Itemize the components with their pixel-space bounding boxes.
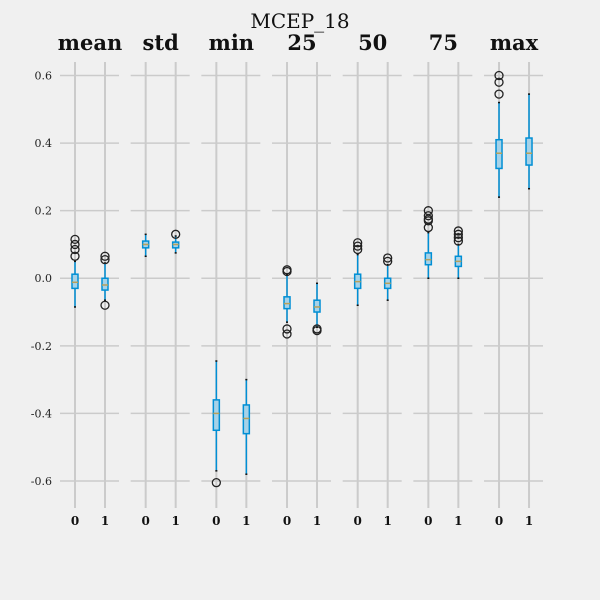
panel-title: max xyxy=(490,30,539,55)
x-tick-label: 1 xyxy=(384,514,392,528)
grid-lines xyxy=(60,62,544,508)
box xyxy=(242,404,251,435)
x-tick-label: 1 xyxy=(101,514,109,528)
outlier-point xyxy=(494,70,504,81)
box xyxy=(525,137,533,166)
outlier-point xyxy=(383,256,393,266)
outlier-point xyxy=(100,255,110,265)
y-tick-label: 0.2 xyxy=(35,205,53,218)
outlier-point xyxy=(70,239,80,250)
outlier-point xyxy=(70,234,80,245)
x-tick-label: 0 xyxy=(354,514,362,528)
box xyxy=(424,252,433,266)
outlier-point xyxy=(312,324,322,334)
y-tick-label: -0.4 xyxy=(31,407,52,420)
y-tick-label: 0.6 xyxy=(35,70,53,83)
outlier-point xyxy=(494,77,504,87)
panels: mean 0 1 std 0 1 min 0 1 25 0 1 50 0 1 75 0 1 max 0 1 xyxy=(58,30,539,528)
y-tick-label: 0.0 xyxy=(35,272,53,285)
outlier-point xyxy=(353,241,363,251)
box xyxy=(313,299,321,313)
outlier-point xyxy=(423,211,434,221)
x-tick-label: 0 xyxy=(212,514,220,528)
x-tick-label: 0 xyxy=(283,514,291,528)
x-tick-label: 0 xyxy=(424,514,432,528)
outlier-point xyxy=(453,226,464,236)
figure-title: MCEP_18 xyxy=(250,9,349,33)
outlier-point xyxy=(453,229,464,239)
outlier-point xyxy=(353,238,363,248)
panel-title: 25 xyxy=(287,30,316,55)
outlier-point xyxy=(70,244,80,255)
x-tick-label: 1 xyxy=(242,514,250,528)
box xyxy=(283,296,291,310)
y-tick-label: -0.6 xyxy=(31,475,52,488)
outlier-point xyxy=(353,244,363,255)
panel-title: 50 xyxy=(358,30,387,55)
y-axis: 0.6 0.4 0.2 0.0 -0.2 -0.4 -0.6 xyxy=(31,70,52,488)
outlier-point xyxy=(100,251,110,261)
x-tick-label: 0 xyxy=(495,514,503,528)
outlier-point xyxy=(383,253,393,263)
outlier-point xyxy=(282,265,292,275)
x-tick-label: 1 xyxy=(313,514,321,528)
outlier-point xyxy=(494,89,504,99)
outlier-point xyxy=(100,300,110,310)
panel-title: std xyxy=(143,30,180,55)
box xyxy=(101,277,109,291)
x-tick-label: 1 xyxy=(525,514,533,528)
outlier-point xyxy=(211,478,221,488)
box xyxy=(495,138,503,170)
outlier-point xyxy=(70,251,80,261)
panel-title: 75 xyxy=(429,30,458,55)
panel-title: mean xyxy=(58,30,122,55)
x-tick-label: 0 xyxy=(71,514,79,528)
outlier-point xyxy=(453,233,464,243)
outlier-point xyxy=(423,206,434,216)
x-tick-label: 0 xyxy=(141,514,149,528)
x-tick-label: 1 xyxy=(171,514,179,528)
outlier-point xyxy=(282,324,292,334)
outlier-point xyxy=(282,329,292,339)
box xyxy=(212,399,221,432)
x-tick-label: 1 xyxy=(454,514,462,528)
outlier-point xyxy=(453,236,464,246)
panel-title: min xyxy=(209,30,254,55)
outlier-point xyxy=(171,229,181,239)
box xyxy=(71,273,79,290)
y-tick-label: 0.4 xyxy=(35,137,53,150)
y-tick-label: -0.2 xyxy=(31,340,52,353)
